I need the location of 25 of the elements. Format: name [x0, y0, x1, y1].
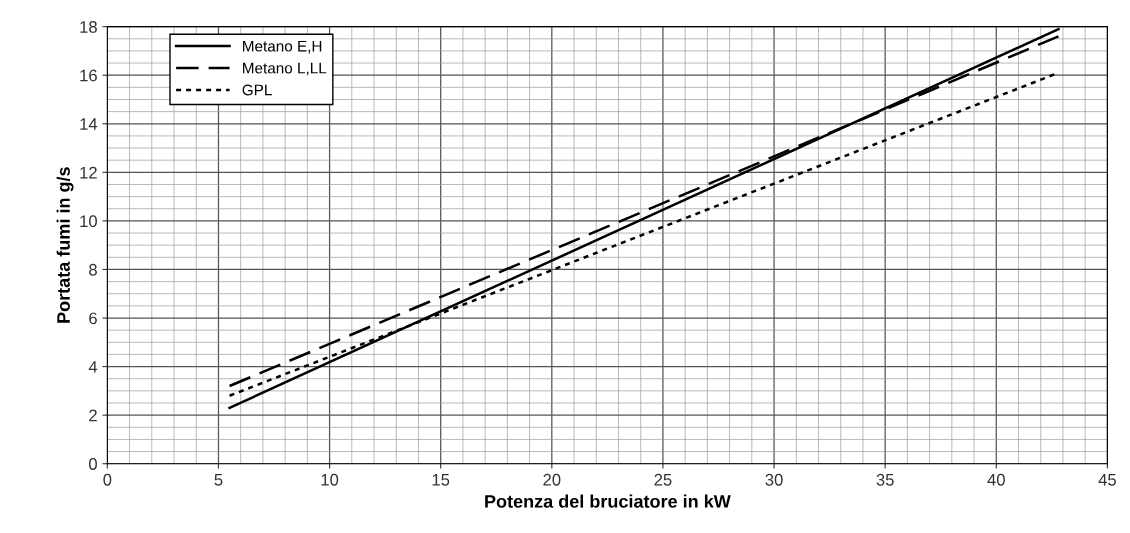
x-axis-title: Potenza del bruciatore in kW	[485, 494, 731, 508]
legend-label: GPL	[242, 84, 272, 96]
y-tick-label: 14	[80, 118, 98, 130]
y-tick-label: 2	[89, 409, 97, 422]
x-tick-label: 25	[654, 473, 672, 486]
x-tick-label: 30	[765, 473, 783, 486]
x-tick-label: 35	[876, 473, 894, 486]
x-tick-label: 15	[432, 474, 450, 486]
legend-label: Metano E,H	[243, 40, 322, 54]
y-tick-label: 8	[89, 263, 97, 276]
y-tick-label: 4	[88, 361, 98, 373]
y-axis-title: Portata fumi in g/s	[56, 167, 74, 323]
y-tick-label: 6	[89, 312, 97, 325]
y-tick-label: 18	[80, 21, 97, 33]
y-tick-label: 12	[80, 166, 97, 179]
y-tick-label: 0	[89, 458, 97, 470]
x-tick-label: 5	[214, 474, 223, 486]
y-tick-label: 16	[80, 69, 97, 82]
x-tick-label: 45	[1098, 474, 1116, 486]
y-tick-label: 10	[80, 215, 97, 228]
x-tick-label: 40	[987, 473, 1005, 486]
x-tick-label: 10	[321, 473, 339, 486]
legend-label: Metano L,LL	[243, 62, 327, 76]
x-tick-label: 20	[543, 473, 561, 486]
x-tick-label: 0	[103, 473, 112, 486]
